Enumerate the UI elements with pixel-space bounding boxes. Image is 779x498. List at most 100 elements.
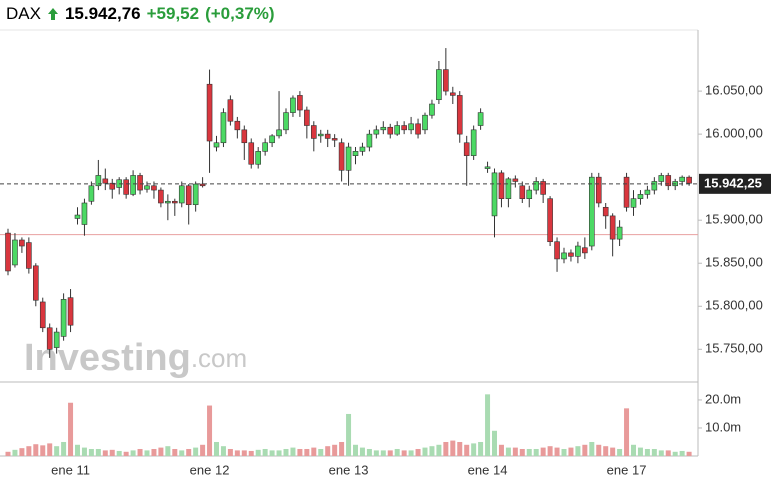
watermark-suffix: .com — [191, 343, 247, 373]
volume-bar — [617, 448, 623, 456]
candle-body — [568, 252, 574, 257]
candle-body — [276, 129, 282, 137]
volume-bar — [394, 448, 400, 456]
volume-bar — [637, 447, 643, 456]
volume-bar — [554, 447, 560, 456]
candle-body — [185, 185, 192, 206]
volume-bar — [429, 446, 435, 456]
volume-bar — [200, 444, 206, 456]
change-pct: (+0,37%) — [205, 4, 275, 23]
volume-bar — [241, 450, 247, 456]
volume-bar — [526, 448, 532, 456]
candle-body — [484, 166, 491, 169]
candle-body — [477, 112, 484, 126]
candle-body — [39, 301, 46, 329]
volume-bar — [505, 447, 511, 456]
candle-body — [491, 172, 498, 217]
volume-bar — [408, 450, 414, 456]
volume-bar — [380, 450, 386, 456]
volume-bar — [151, 448, 157, 456]
volume-bar — [686, 451, 692, 456]
volume-bar — [248, 450, 254, 456]
candle-body — [304, 109, 310, 126]
x-tick-label: ene 11 — [51, 462, 90, 477]
up-arrow — [47, 8, 58, 20]
candle-body — [19, 239, 25, 247]
volume-bar — [144, 450, 150, 456]
candle-body — [401, 125, 407, 131]
candle-body — [380, 126, 387, 131]
volume-bar — [644, 448, 650, 456]
volume-bar — [318, 448, 324, 456]
candle-body — [575, 245, 581, 257]
x-tick-label: ene 17 — [607, 462, 647, 477]
candle-body — [408, 123, 414, 131]
volume-bar — [561, 448, 567, 456]
volume-bar — [5, 451, 11, 456]
candle-body — [387, 126, 394, 135]
volume-bar — [457, 441, 463, 456]
y-tick-label: 16.000,00 — [705, 126, 763, 141]
y-tick-label: 16.050,00 — [705, 83, 763, 98]
volume-bar — [610, 447, 616, 456]
candle-body — [123, 179, 129, 195]
candle-body — [255, 151, 261, 165]
candle-body — [234, 120, 241, 131]
volume-bar — [339, 441, 345, 456]
volume-bar — [33, 444, 39, 456]
volume-bar — [165, 446, 171, 456]
candle-body — [512, 178, 519, 182]
candle-body — [679, 176, 685, 182]
candle-body — [630, 198, 637, 208]
candle-body — [665, 175, 672, 187]
volume-bar — [498, 444, 504, 456]
volume-bar — [471, 443, 477, 456]
candle-body — [609, 215, 616, 240]
volume-bar — [179, 450, 185, 456]
candle-body — [366, 133, 373, 148]
volume-bar — [255, 449, 261, 456]
candle-body — [137, 175, 143, 191]
candle-body — [373, 129, 380, 135]
volume-bar — [533, 448, 539, 456]
candle-body — [359, 146, 366, 152]
volume-bar — [214, 441, 219, 456]
candle-body — [158, 189, 164, 204]
volume-bar — [269, 450, 275, 456]
candle-body — [95, 175, 102, 187]
candle-body — [165, 200, 171, 204]
volume-bar — [130, 450, 136, 456]
candle-body — [561, 252, 567, 260]
candle-body — [470, 129, 477, 156]
volume-bar — [123, 451, 129, 456]
volume-bar — [596, 444, 602, 456]
volume-bar — [512, 447, 518, 456]
volume-bar — [492, 430, 497, 456]
volume-bar — [422, 447, 428, 456]
candle-body — [283, 112, 289, 131]
header: DAX 15.942,76 +59,52 (+0,37%) — [6, 4, 275, 24]
candle-body — [53, 331, 60, 348]
candle-body — [199, 183, 206, 187]
candle-body — [498, 172, 505, 199]
volume-bar — [658, 450, 664, 456]
candle-body — [533, 181, 540, 191]
candle-body — [526, 189, 533, 199]
candle-body — [144, 185, 150, 190]
candle-body — [554, 241, 560, 260]
volume-bar — [220, 446, 226, 456]
symbol: DAX — [6, 4, 41, 23]
candle-body — [449, 92, 456, 96]
volume-bar — [450, 440, 456, 456]
candle-body — [241, 129, 248, 144]
volume-bar — [325, 446, 331, 456]
candle-body — [206, 83, 213, 142]
candle-body — [352, 151, 359, 156]
candle-body — [213, 142, 220, 148]
volume-bar — [547, 446, 553, 456]
volume-bar — [262, 448, 268, 456]
candle-body — [74, 214, 81, 219]
volume-bar — [26, 446, 32, 456]
volume-bar — [540, 447, 546, 456]
